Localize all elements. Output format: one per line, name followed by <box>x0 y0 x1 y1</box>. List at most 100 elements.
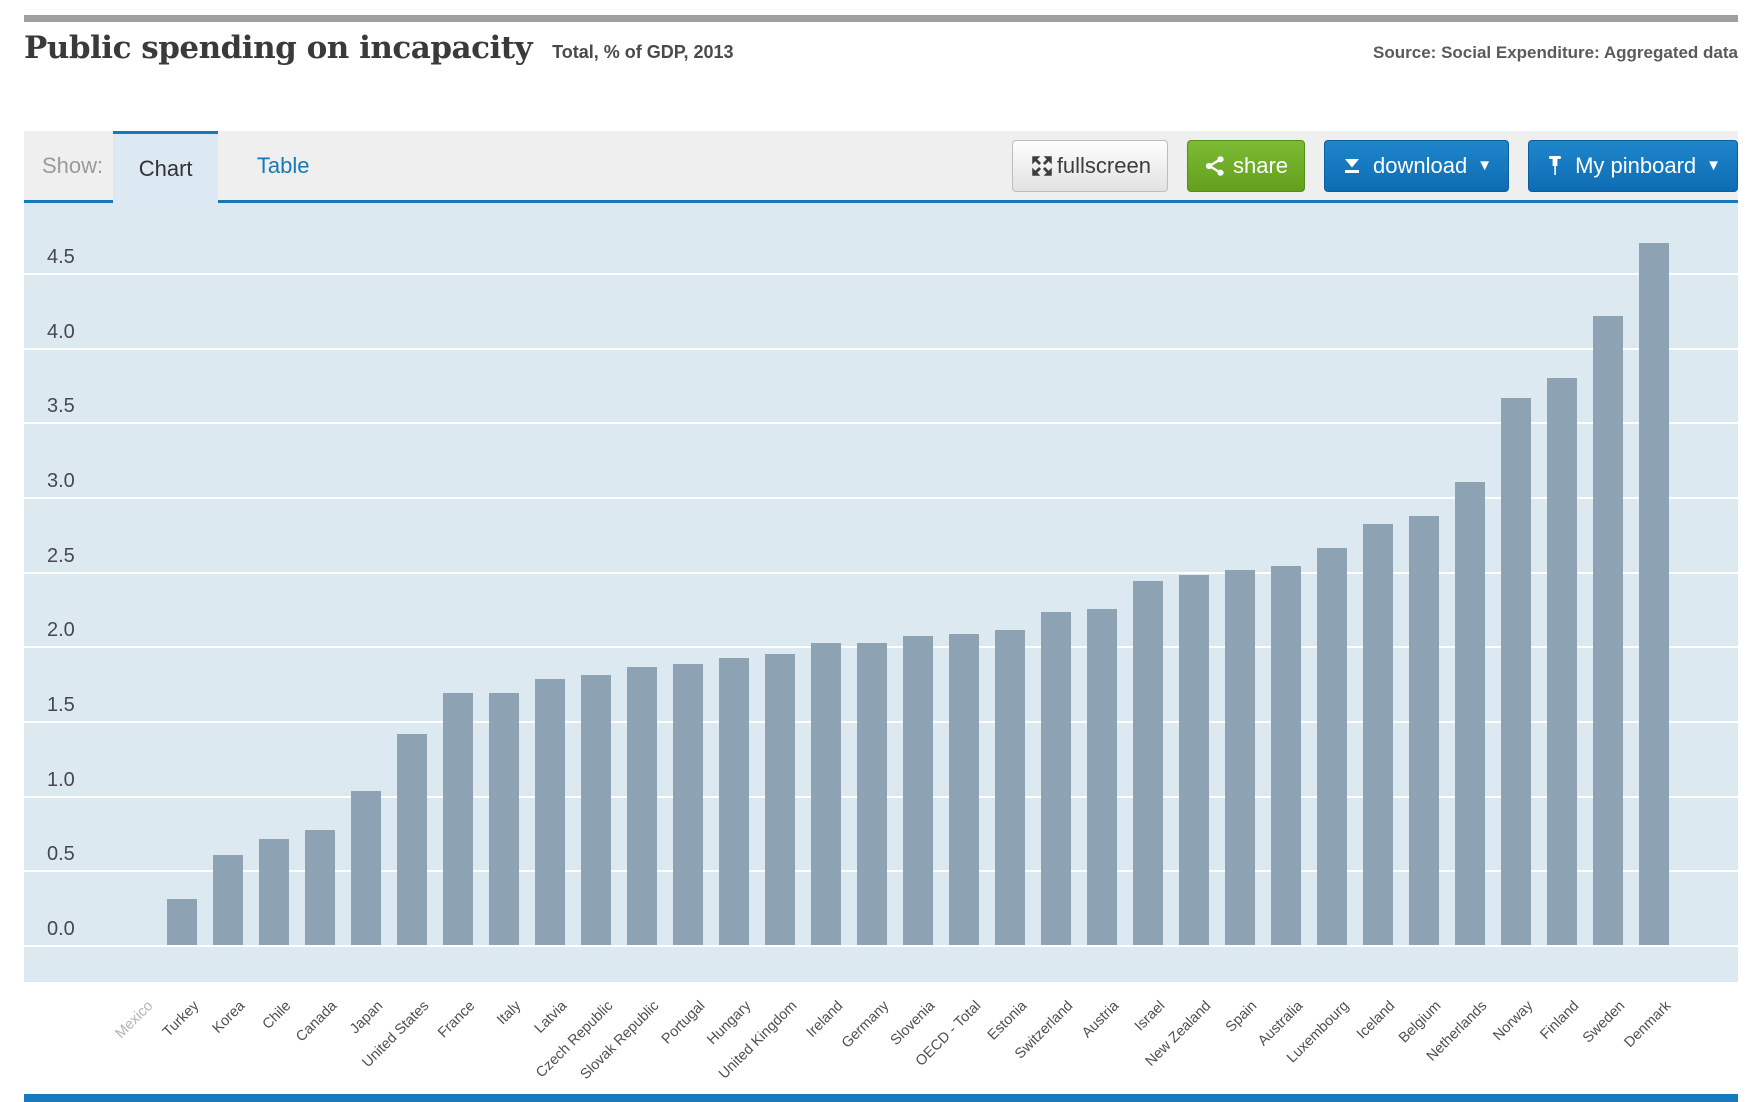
y-tick-label: 1.0 <box>47 768 75 791</box>
y-tick-label: 2.5 <box>47 544 75 567</box>
bar[interactable] <box>1317 548 1347 945</box>
fullscreen-icon <box>1032 155 1052 176</box>
x-label[interactable]: Japan <box>347 998 387 1038</box>
x-label[interactable]: Turkey <box>160 998 203 1041</box>
download-button[interactable]: download ▼ <box>1324 139 1510 192</box>
bar[interactable] <box>1133 581 1163 945</box>
source-label: Source: Social Expenditure: Aggregated d… <box>1373 43 1738 62</box>
bar[interactable] <box>1547 378 1577 945</box>
bar[interactable] <box>305 830 335 945</box>
bar[interactable] <box>1179 575 1209 945</box>
caret-down-icon: ▼ <box>1706 157 1721 174</box>
toolbar-buttons: fullscreen share <box>1011 131 1738 200</box>
x-label[interactable]: Denmark <box>1621 998 1675 1051</box>
top-divider <box>24 15 1738 22</box>
bar[interactable] <box>995 630 1025 945</box>
y-tick-label: 4.5 <box>47 246 75 268</box>
gridline <box>24 422 1738 425</box>
gridline <box>24 945 1738 947</box>
bar[interactable] <box>1409 516 1439 945</box>
bar[interactable] <box>1271 566 1301 945</box>
download-label: download <box>1373 152 1468 178</box>
my-pinboard-button[interactable]: My pinboard ▼ <box>1528 139 1738 192</box>
fullscreen-label: fullscreen <box>1056 152 1151 178</box>
bar[interactable] <box>627 667 657 945</box>
bar[interactable] <box>1087 609 1117 945</box>
x-label[interactable]: Portugal <box>658 998 709 1048</box>
bar[interactable] <box>535 679 565 945</box>
download-icon <box>1345 158 1360 173</box>
bar[interactable] <box>857 643 887 945</box>
x-label[interactable]: Germany <box>838 998 893 1052</box>
bar[interactable] <box>351 791 381 945</box>
tab-chart-label: Chart <box>138 155 193 181</box>
x-label[interactable]: Canada <box>293 998 341 1046</box>
bar[interactable] <box>397 734 427 945</box>
x-label[interactable]: Spain <box>1222 998 1261 1036</box>
y-tick-label: 0.5 <box>47 843 75 866</box>
x-label[interactable]: Ireland <box>803 998 847 1041</box>
caret-down-icon: ▼ <box>1477 157 1493 174</box>
bar[interactable] <box>259 839 289 945</box>
header: Public spending on incapacity Total, % o… <box>24 30 1738 66</box>
x-label[interactable]: Latvia <box>531 998 571 1037</box>
share-label: share <box>1232 152 1289 178</box>
gridline <box>24 571 1738 574</box>
bar[interactable] <box>719 658 749 945</box>
bar[interactable] <box>1593 316 1623 945</box>
bar[interactable] <box>1455 482 1485 945</box>
y-tick-label: 4.0 <box>47 320 75 343</box>
footer-bar <box>24 1094 1738 1102</box>
bar[interactable] <box>443 693 473 945</box>
y-tick-label: 1.5 <box>47 694 75 716</box>
chart-plot: 0.0 0.5 1.0 1.5 2.0 2.5 3.0 3.5 4.0 4.5 <box>24 203 1738 982</box>
bar[interactable] <box>811 643 841 945</box>
y-tick-label: 0.0 <box>47 918 75 940</box>
x-label[interactable]: Chile <box>259 998 295 1033</box>
show-label: Show: <box>42 152 104 178</box>
my-pinboard-label: My pinboard <box>1575 152 1697 178</box>
bar[interactable] <box>1363 524 1393 945</box>
pin-icon <box>1549 155 1562 175</box>
toolbar: Show: Chart Table fullscree <box>24 131 1738 203</box>
x-label[interactable]: Iceland <box>1353 998 1399 1043</box>
page-subtitle: Total, % of GDP, 2013 <box>552 42 734 62</box>
gridline <box>24 347 1738 350</box>
tab-table[interactable]: Table <box>218 131 348 200</box>
y-tick-label: 3.0 <box>47 470 75 492</box>
page-title: Public spending on incapacity <box>24 30 533 66</box>
bar[interactable] <box>949 634 979 945</box>
bar[interactable] <box>765 654 795 945</box>
share-icon <box>1205 155 1224 176</box>
tab-table-label: Table <box>256 152 310 178</box>
x-label[interactable]: Austria <box>1079 998 1123 1042</box>
x-label[interactable]: Korea <box>209 998 249 1037</box>
x-label[interactable]: France <box>435 998 479 1042</box>
bar[interactable] <box>167 899 197 945</box>
bar[interactable] <box>1639 243 1669 945</box>
bar[interactable] <box>1041 612 1071 945</box>
fullscreen-button[interactable]: fullscreen <box>1011 139 1168 192</box>
y-tick-label: 3.5 <box>47 395 75 418</box>
x-label[interactable]: Mexico <box>112 998 157 1042</box>
gridline <box>24 497 1738 499</box>
bar[interactable] <box>489 693 519 945</box>
x-label[interactable]: Slovak Republic <box>577 998 663 1083</box>
bar[interactable] <box>581 675 611 945</box>
bar[interactable] <box>1501 398 1531 945</box>
x-label[interactable]: Norway <box>1490 998 1537 1045</box>
bar[interactable] <box>213 855 243 945</box>
chart-area: 0.0 0.5 1.0 1.5 2.0 2.5 3.0 3.5 4.0 4.5 Mexico Tur… <box>24 203 1738 1083</box>
gridline <box>24 273 1738 275</box>
bar[interactable] <box>903 636 933 945</box>
bar[interactable] <box>1225 570 1255 945</box>
y-tick-label: 2.0 <box>47 619 75 642</box>
bar[interactable] <box>673 664 703 945</box>
share-button[interactable]: share <box>1186 139 1306 192</box>
x-axis-labels: Mexico Turkey Korea Chile Canada Japan United … <box>24 203 1738 1083</box>
tab-chart[interactable]: Chart <box>113 131 219 203</box>
x-label[interactable]: Italy <box>494 998 525 1029</box>
x-label[interactable]: Finland <box>1537 998 1583 1043</box>
x-label[interactable]: Estonia <box>984 998 1031 1044</box>
x-label[interactable]: Israel <box>1131 998 1169 1035</box>
